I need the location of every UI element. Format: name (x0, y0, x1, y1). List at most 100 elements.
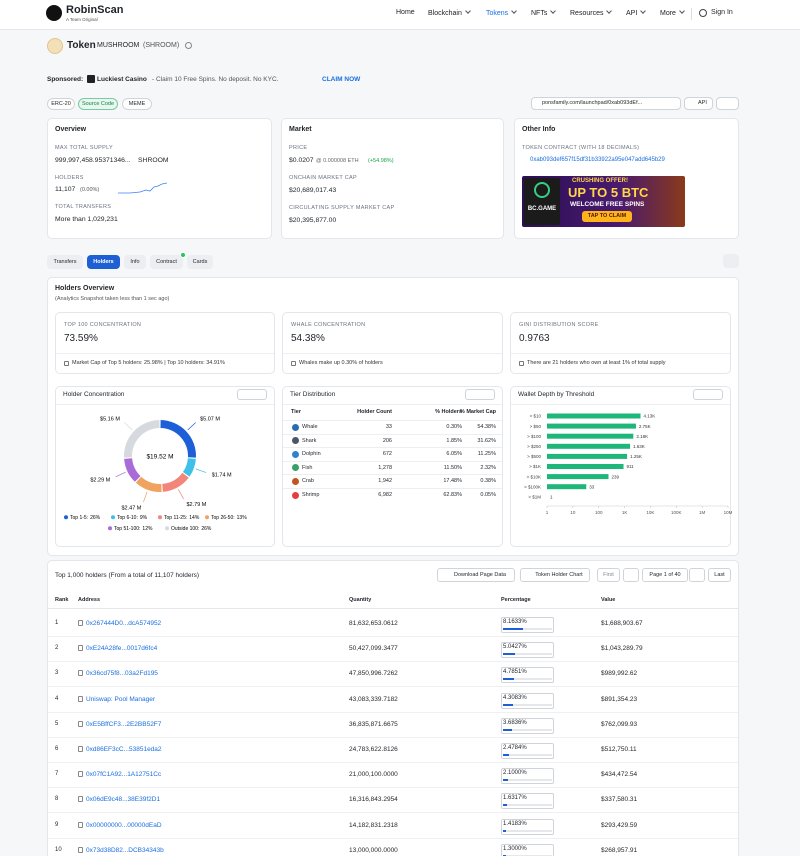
sign-in[interactable]: Sign In (711, 9, 733, 16)
search-button[interactable] (723, 254, 739, 268)
link-box[interactable] (531, 97, 681, 110)
address[interactable]: 0xE24A28fe...0017d6fc4 (86, 645, 158, 653)
label: TOKEN CONTRACT (WITH 18 DECIMALS) (522, 145, 640, 151)
address[interactable]: Uniswap: Pool Manager (86, 695, 156, 703)
contract[interactable]: 0xab093def657f15df31b33922a95e047add645b… (530, 157, 665, 163)
api-text: API (698, 100, 707, 106)
nav-link[interactable]: Resources (570, 8, 613, 18)
rank: 2 (55, 645, 59, 652)
address[interactable]: 0xE5BffCF3...2E2BB52F7 (86, 720, 162, 728)
percentage: 2.1000% (503, 770, 527, 777)
value: $20,395,877.00 (289, 217, 337, 224)
tab[interactable] (187, 255, 213, 269)
value: $512,750.11 (601, 746, 637, 753)
address[interactable]: 0x36cd75f8...03a2Fd195 (86, 670, 158, 678)
tier-cell: 6,982 (378, 492, 392, 498)
quantity: 43,083,339.7182 (349, 695, 398, 703)
pct-track (503, 754, 552, 756)
pct-track (503, 829, 552, 832)
value: $891,354.23 (601, 695, 638, 703)
ad-button-text: TAP TO CLAIM (587, 213, 627, 219)
nav-link[interactable]: Tokens (486, 8, 518, 18)
address[interactable]: 0x00000000...00000dEaD (86, 821, 162, 829)
button[interactable] (520, 568, 590, 582)
doc-icon (78, 846, 83, 853)
tier-icon (292, 464, 299, 472)
stat-label: WHALE CONCENTRATION (291, 322, 366, 328)
percentage: 8.1633% (503, 619, 527, 625)
menu-box[interactable] (716, 97, 739, 110)
tier-icon (292, 423, 299, 431)
rank: 3 (55, 670, 59, 677)
ad-brand: BC.GAME (527, 206, 557, 212)
card (47, 118, 272, 239)
percentage: 5.0427% (503, 644, 527, 651)
doc-icon (78, 720, 83, 727)
tier-rule (283, 420, 502, 421)
quantity: 50,427,099.3477 (349, 645, 398, 653)
stat-label: TOP 100 CONCENTRATION (64, 322, 142, 328)
pager-button[interactable] (642, 568, 688, 582)
view-toggle[interactable] (465, 389, 495, 400)
tab-text: Contract (156, 258, 177, 265)
tag[interactable] (47, 98, 75, 110)
panel-title: Holders Overview (55, 285, 115, 292)
tier-cell: 2.32% (480, 464, 496, 471)
stat-value: 73.59% (64, 333, 98, 344)
pct-track (503, 854, 552, 856)
button[interactable] (437, 568, 515, 582)
tier-rule (283, 460, 502, 462)
address[interactable]: 0xd86EF3cC...53851eda2 (86, 746, 162, 753)
rank: 6 (55, 746, 59, 752)
address[interactable]: 0x07fC1A92...1A12751Cc (86, 771, 162, 779)
stat-value: 0.9763 (519, 333, 550, 344)
tag[interactable] (122, 98, 152, 110)
pct-bar (503, 804, 507, 807)
card (281, 118, 504, 239)
pager-button[interactable] (597, 568, 620, 582)
pager-text: First (603, 571, 614, 578)
api-box[interactable] (684, 97, 713, 110)
tab[interactable] (124, 255, 146, 269)
view-toggle[interactable] (693, 389, 723, 400)
sponsor-cta[interactable]: CLAIM NOW (322, 76, 361, 83)
tab-text: Transfers (53, 258, 77, 265)
doc-icon (78, 796, 83, 803)
tier-cell: 672 (382, 451, 392, 458)
nav-link[interactable]: Blockchain (428, 8, 471, 18)
nav-link[interactable]: NFTs (531, 8, 557, 18)
price-eth: @ 0.000008 ETH (316, 158, 359, 164)
pager-next[interactable] (689, 568, 705, 582)
pager-prev[interactable] (623, 568, 639, 582)
label: PRICE (289, 145, 308, 151)
tier-header: Tier (291, 409, 301, 415)
tab[interactable] (47, 255, 83, 269)
quantity: 24,783,622.8126 (349, 746, 398, 753)
quantity: 36,835,871.6675 (349, 720, 398, 728)
tab[interactable] (150, 255, 183, 269)
tab-text: Info (130, 258, 140, 265)
tier-cell: 62.83% (443, 492, 462, 498)
address[interactable]: 0x06dE9c48...38E39f2D1 (86, 796, 161, 804)
pct-track (503, 804, 552, 807)
logo-icon (46, 5, 62, 21)
nav-link[interactable]: Home (396, 9, 415, 16)
nav-link[interactable]: API (626, 8, 647, 18)
tier-cell: 1,278 (378, 464, 392, 471)
tier-icon (292, 477, 299, 485)
unit: SHROOM (138, 157, 169, 164)
label: HOLDERS (55, 175, 84, 181)
nav-link[interactable]: More (660, 8, 685, 18)
tab[interactable] (87, 255, 120, 269)
pager-button[interactable] (708, 568, 731, 582)
address[interactable]: 0x267444D0...dcA574952 (86, 620, 162, 627)
quantity: 47,850,996.7262 (349, 670, 398, 678)
address[interactable]: 0x73d38D82...DCB34343b (86, 846, 164, 854)
badge (180, 252, 186, 258)
view-toggle[interactable] (237, 389, 267, 400)
tier-cell: 33 (385, 424, 392, 430)
row-rule (48, 636, 738, 637)
row-rule (48, 762, 738, 763)
tag[interactable] (78, 98, 118, 110)
tag-text: Source Code (81, 100, 115, 107)
